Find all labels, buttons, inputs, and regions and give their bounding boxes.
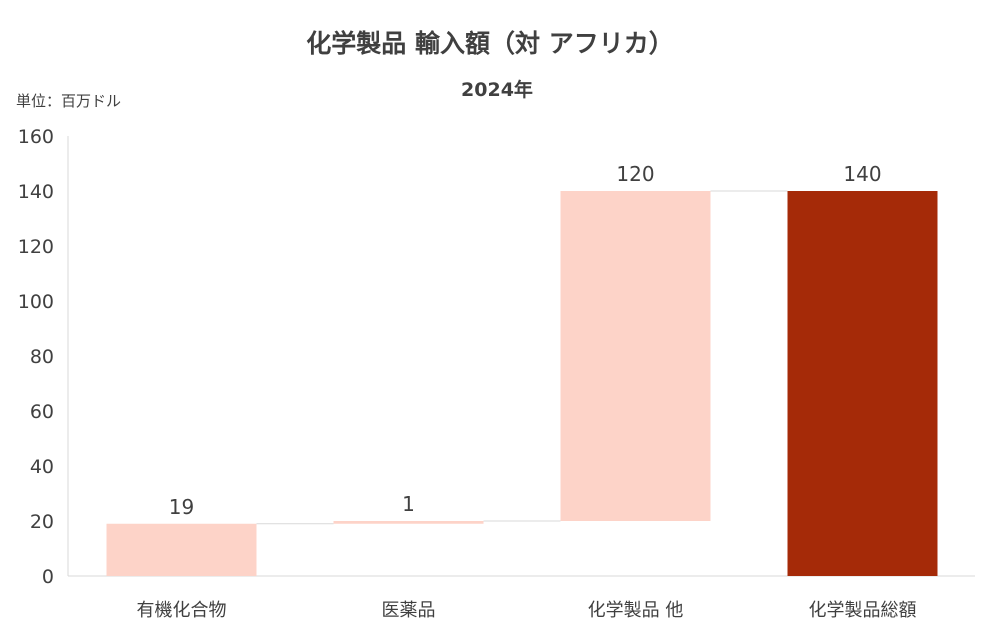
bar-component — [560, 191, 711, 521]
connector-lines — [256, 190, 788, 525]
x-axis-ticks: 有機化合物 医薬品 化学製品 他 化学製品総額 — [137, 600, 917, 621]
y-tick-label: 40 — [30, 456, 54, 478]
chart-subtitle: 2024年 — [461, 78, 533, 101]
y-tick-label: 100 — [18, 291, 54, 313]
chart-title: 化学製品 輸入額（対 アフリカ） — [306, 29, 673, 58]
bar-component — [333, 521, 484, 524]
bar-total — [787, 191, 938, 576]
y-tick-label: 20 — [30, 511, 54, 533]
y-tick-label: 140 — [18, 181, 54, 203]
x-tick-label: 化学製品総額 — [809, 600, 917, 621]
bars — [106, 191, 938, 576]
y-tick-label: 0 — [42, 566, 54, 588]
y-tick-label: 80 — [30, 346, 54, 368]
x-tick-label: 有機化合物 — [137, 600, 227, 621]
y-tick-label: 160 — [18, 126, 54, 148]
data-labels: 19 1 120 140 — [169, 162, 882, 519]
y-tick-label: 120 — [18, 236, 54, 258]
data-label: 19 — [169, 495, 194, 519]
data-label: 1 — [402, 492, 415, 516]
data-label: 140 — [843, 162, 881, 186]
unit-label: 単位：百万ドル — [16, 92, 121, 110]
data-label: 120 — [616, 162, 654, 186]
y-tick-label: 60 — [30, 401, 54, 423]
x-tick-label: 医薬品 — [382, 600, 436, 621]
x-tick-label: 化学製品 他 — [588, 600, 684, 621]
y-axis-ticks: 0 20 40 60 80 100 120 140 160 — [18, 126, 54, 588]
bar-component — [106, 523, 257, 576]
